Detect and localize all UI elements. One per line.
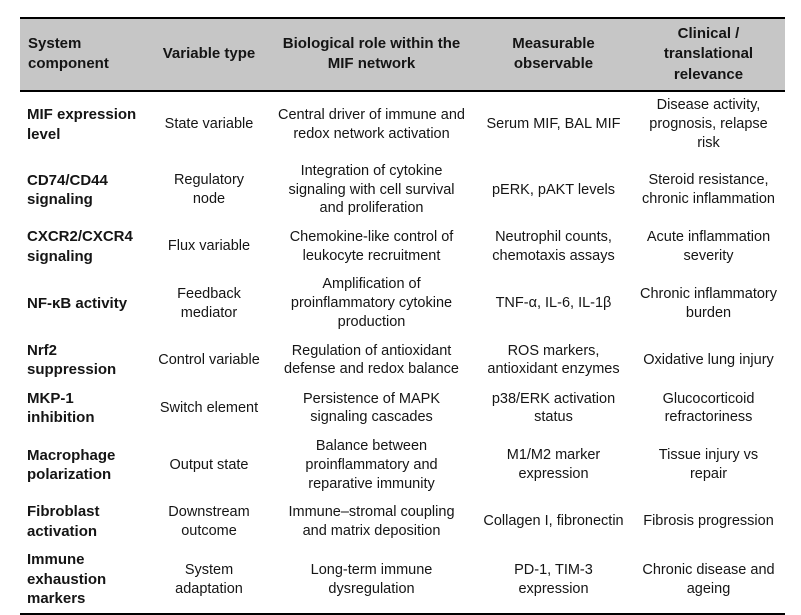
cell-biological-role: Immune–stromal coupling and matrix depos… <box>288 504 455 539</box>
header-clinical-relevance: Clinical / translational relevance <box>632 18 785 92</box>
cell-biological-role: Balance between proinflammatory and repa… <box>305 437 438 492</box>
cell-system-component: CD74/CD44 signaling <box>27 171 108 209</box>
cell-measurable-observable: TNF-α, IL-6, IL-1β <box>495 295 612 312</box>
cell-clinical-relevance: Steroid resistance, chronic inflammation <box>642 172 775 208</box>
table-row: MIF expression level State variable Cent… <box>20 91 785 158</box>
table-row: NF-κB activity Feedback mediator Amplifi… <box>20 271 785 337</box>
cell-system-component: Fibroblast activation <box>27 503 100 540</box>
table-body: MIF expression level State variable Cent… <box>20 91 785 615</box>
mif-system-table: System component Variable type Biologica… <box>20 17 785 615</box>
cell-variable-type: Regulatory node <box>173 172 245 208</box>
table-row: Macrophage polarization Output state Bal… <box>20 432 785 498</box>
cell-measurable-observable: M1/M2 marker expression <box>506 447 601 483</box>
cell-system-component: NF-κB activity <box>27 294 128 312</box>
cell-measurable-observable: ROS markers, antioxidant enzymes <box>487 342 620 378</box>
cell-clinical-relevance: Tissue injury vs repair <box>658 447 759 483</box>
table-row: Fibroblast activation Downstream outcome… <box>20 498 785 546</box>
cell-variable-type: Feedback mediator <box>177 285 241 321</box>
cell-biological-role: Long-term immune dysregulation <box>310 561 433 597</box>
table-row: CD74/CD44 signaling Regulatory node Inte… <box>20 157 785 223</box>
table-row: Immune exhaustion markers System adaptat… <box>20 546 785 615</box>
table-row: CXCR2/CXCR4 signaling Flux variable Chem… <box>20 223 785 271</box>
cell-measurable-observable: PD-1, TIM-3 expression <box>514 561 593 597</box>
cell-clinical-relevance: Glucocorticoid refractoriness <box>662 390 755 426</box>
cell-variable-type: System adaptation <box>175 561 243 597</box>
cell-system-component: CXCR2/CXCR4 signaling <box>27 228 133 265</box>
cell-variable-type: Output state <box>169 456 249 473</box>
cell-measurable-observable: Neutrophil counts, chemotaxis assays <box>492 228 615 264</box>
cell-system-component: MIF expression level <box>27 106 137 143</box>
cell-measurable-observable: Serum MIF, BAL MIF <box>486 116 621 133</box>
cell-biological-role: Amplification of proinflammatory cytokin… <box>290 276 453 330</box>
header-row: System component Variable type Biologica… <box>20 18 785 92</box>
cell-clinical-relevance: Acute inflammation severity <box>646 228 771 264</box>
table-row: MKP-1 inhibition Switch element Persiste… <box>20 384 785 432</box>
cell-variable-type: Switch element <box>159 399 259 416</box>
cell-system-component: Immune exhaustion markers <box>27 551 107 608</box>
cell-system-component: Nrf2 suppression <box>27 341 117 379</box>
cell-system-component: Macrophage polarization <box>27 446 116 484</box>
cell-measurable-observable: p38/ERK activation status <box>491 390 616 426</box>
cell-biological-role: Persistence of MAPK signaling cascades <box>303 390 440 426</box>
cell-clinical-relevance: Fibrosis progression <box>643 513 774 530</box>
cell-measurable-observable: pERK, pAKT levels <box>491 181 616 198</box>
cell-clinical-relevance: Chronic disease and ageing <box>642 561 775 597</box>
cell-measurable-observable: Collagen I, fibronectin <box>483 513 624 530</box>
cell-variable-type: Control variable <box>158 351 260 368</box>
cell-biological-role: Regulation of antioxidant defense and re… <box>284 342 459 378</box>
cell-clinical-relevance: Disease activity, prognosis, relapse ris… <box>649 97 768 151</box>
cell-biological-role: Chemokine-like control of leukocyte recr… <box>289 228 454 264</box>
cell-biological-role: Integration of cytokine signaling with c… <box>288 162 455 217</box>
cell-variable-type: Flux variable <box>167 238 251 255</box>
cell-variable-type: State variable <box>164 116 254 133</box>
table-header: System component Variable type Biologica… <box>20 18 785 92</box>
cell-biological-role: Central driver of immune and redox netwo… <box>278 106 465 142</box>
cell-variable-type: Downstream outcome <box>168 504 250 539</box>
table-row: Nrf2 suppression Control variable Regula… <box>20 336 785 384</box>
header-biological-role: Biological role within the MIF network <box>268 18 475 92</box>
header-variable-type: Variable type <box>150 18 268 92</box>
header-measurable-observable: Measurable observable <box>475 18 632 92</box>
cell-clinical-relevance: Oxidative lung injury <box>643 351 774 368</box>
cell-system-component: MKP-1 inhibition <box>27 389 95 427</box>
header-system-component: System component <box>20 18 150 92</box>
cell-clinical-relevance: Chronic inflammatory burden <box>640 285 777 321</box>
